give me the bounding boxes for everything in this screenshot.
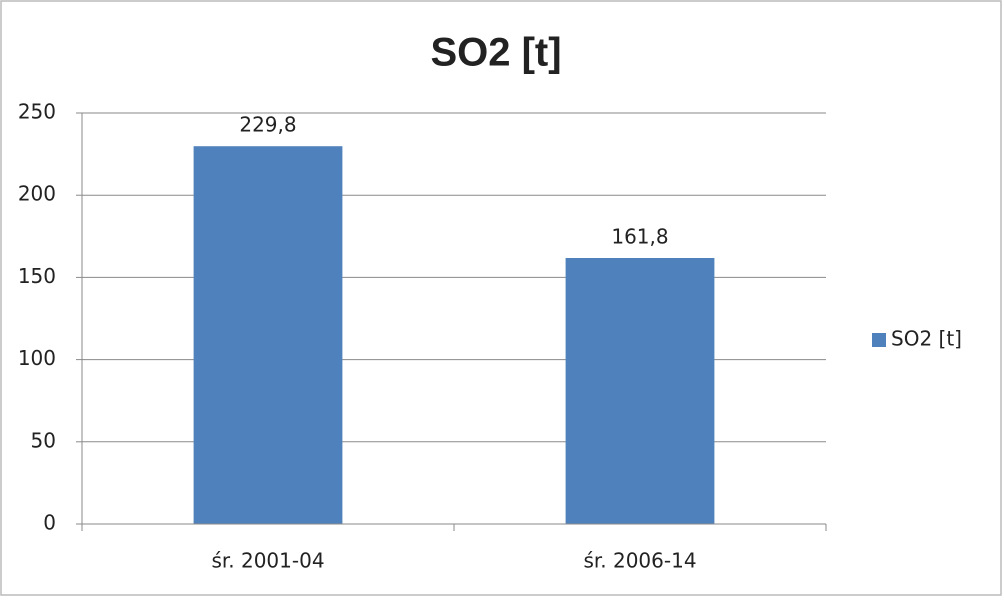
data-label: 229,8	[239, 113, 296, 137]
data-label: 161,8	[611, 225, 668, 249]
y-tick-label: 150	[18, 264, 56, 288]
bar	[193, 146, 343, 524]
bar	[565, 258, 715, 524]
legend-swatch	[872, 333, 886, 347]
y-tick-label: 50	[31, 428, 56, 452]
y-tick-label: 200	[18, 182, 56, 206]
y-tick-label: 100	[18, 346, 56, 370]
y-tick-label: 250	[18, 100, 56, 124]
y-tick-label: 0	[43, 511, 56, 535]
x-tick-label: śr. 2001-04	[211, 549, 324, 573]
legend-label: SO2 [t]	[891, 327, 962, 351]
x-tick-label: śr. 2006-14	[583, 549, 696, 573]
chart-title: SO2 [t]	[430, 31, 561, 75]
